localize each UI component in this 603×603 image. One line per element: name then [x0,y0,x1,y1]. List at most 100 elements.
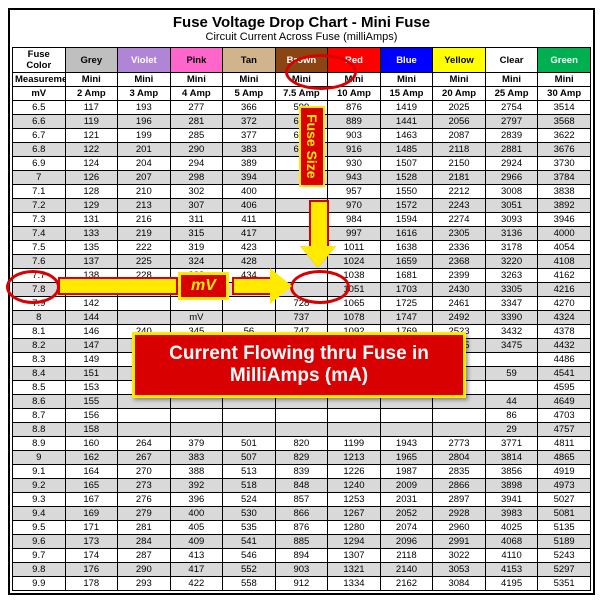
cell: 277 [170,101,223,115]
cell: 1240 [328,479,381,493]
cell: 876 [275,521,328,535]
table-row: 9.817629041755290313212140305341535297 [13,563,591,577]
cell: 5189 [538,535,591,549]
col-sub1-1: Mini [65,73,118,87]
cell: 6.8 [13,143,66,157]
cell: 4649 [538,395,591,409]
cell: 970 [328,199,381,213]
col-header-2: Violet [118,48,171,73]
table-row: 9.316727639652485712532031289739415027 [13,493,591,507]
cell [223,423,276,437]
cell: 4068 [485,535,538,549]
cell: 4973 [538,479,591,493]
table-row: 7.31312163114119841594227430933946 [13,213,591,227]
callout-text: Current Flowing thru Fuse in MilliAmps (… [169,343,429,386]
col-header-9: Clear [485,48,538,73]
cell: 133 [65,227,118,241]
cell: 2866 [433,479,486,493]
cell: 7.3 [13,213,66,227]
cell: 2052 [380,507,433,521]
cell: 392 [170,479,223,493]
col-header-7: Blue [380,48,433,73]
cell: 3771 [485,437,538,451]
cell: 86 [485,409,538,423]
cell: 173 [65,535,118,549]
fuse-size-label: Fuse Size [299,106,325,187]
cell: 1334 [328,577,381,591]
cell: 311 [170,213,223,227]
cell: 501 [223,437,276,451]
cell: 2031 [380,493,433,507]
cell: 3051 [485,199,538,213]
arrow-right-1 [58,277,178,295]
cell: 6.5 [13,101,66,115]
cell: 3856 [485,465,538,479]
cell: 3892 [538,199,591,213]
cell: 44 [485,395,538,409]
cell: 413 [170,549,223,563]
table-row: 9.617328440954188512942096299140685189 [13,535,591,549]
cell: 405 [170,521,223,535]
cell: 9.9 [13,577,66,591]
cell: 903 [328,129,381,143]
cell: 174 [65,549,118,563]
cell: 3053 [433,563,486,577]
cell: 1463 [380,129,433,143]
cell: 129 [65,199,118,213]
cell: 857 [275,493,328,507]
cell: 7.2 [13,199,66,213]
cell: 196 [118,115,171,129]
cell: 216 [118,213,171,227]
cell: 9.4 [13,507,66,521]
col-sub2-6: 10 Amp [328,87,381,101]
col-sub1-9: Mini [485,73,538,87]
cell: 149 [65,353,118,367]
cell: 903 [275,563,328,577]
cell: 894 [275,549,328,563]
cell: 3983 [485,507,538,521]
cell: 3941 [485,493,538,507]
cell: 379 [170,437,223,451]
cell: 5243 [538,549,591,563]
cell: 912 [275,577,328,591]
cell: 2305 [433,227,486,241]
table-row: 8.7156864703 [13,409,591,423]
cell: 4162 [538,269,591,283]
cell: 396 [170,493,223,507]
cell: 3220 [485,255,538,269]
cell: 2074 [380,521,433,535]
cell: 146 [65,325,118,339]
cell: 273 [118,479,171,493]
cell: 207 [118,171,171,185]
cell: 201 [118,143,171,157]
table-row: 9.416927940053086612672052292839835081 [13,507,591,521]
cell: 219 [118,227,171,241]
table-row: 9.917829342255891213342162308441955351 [13,577,591,591]
cell: 4595 [538,381,591,395]
cell: 889 [328,115,381,129]
cell: 1213 [328,451,381,465]
cell: 2118 [380,549,433,563]
table-row: 7.21292133074069701572224330513892 [13,199,591,213]
cell: 3136 [485,227,538,241]
col-sub1-2: Mini [118,73,171,87]
cell: 552 [223,563,276,577]
cell: 225 [118,255,171,269]
cell: 2754 [485,101,538,115]
cell: 158 [65,423,118,437]
cell: 1485 [380,143,433,157]
cell: 984 [328,213,381,227]
cell: 4110 [485,549,538,563]
cell: 4865 [538,451,591,465]
cell: 2025 [433,101,486,115]
cell: 59 [485,367,538,381]
cell: 8.2 [13,339,66,353]
cell: 4153 [485,563,538,577]
cell: 151 [65,367,118,381]
cell: 2140 [380,563,433,577]
cell: 2181 [433,171,486,185]
col-header-3: Pink [170,48,223,73]
cell: 276 [118,493,171,507]
cell: 2492 [433,311,486,325]
table-row: 8.8158294757 [13,423,591,437]
